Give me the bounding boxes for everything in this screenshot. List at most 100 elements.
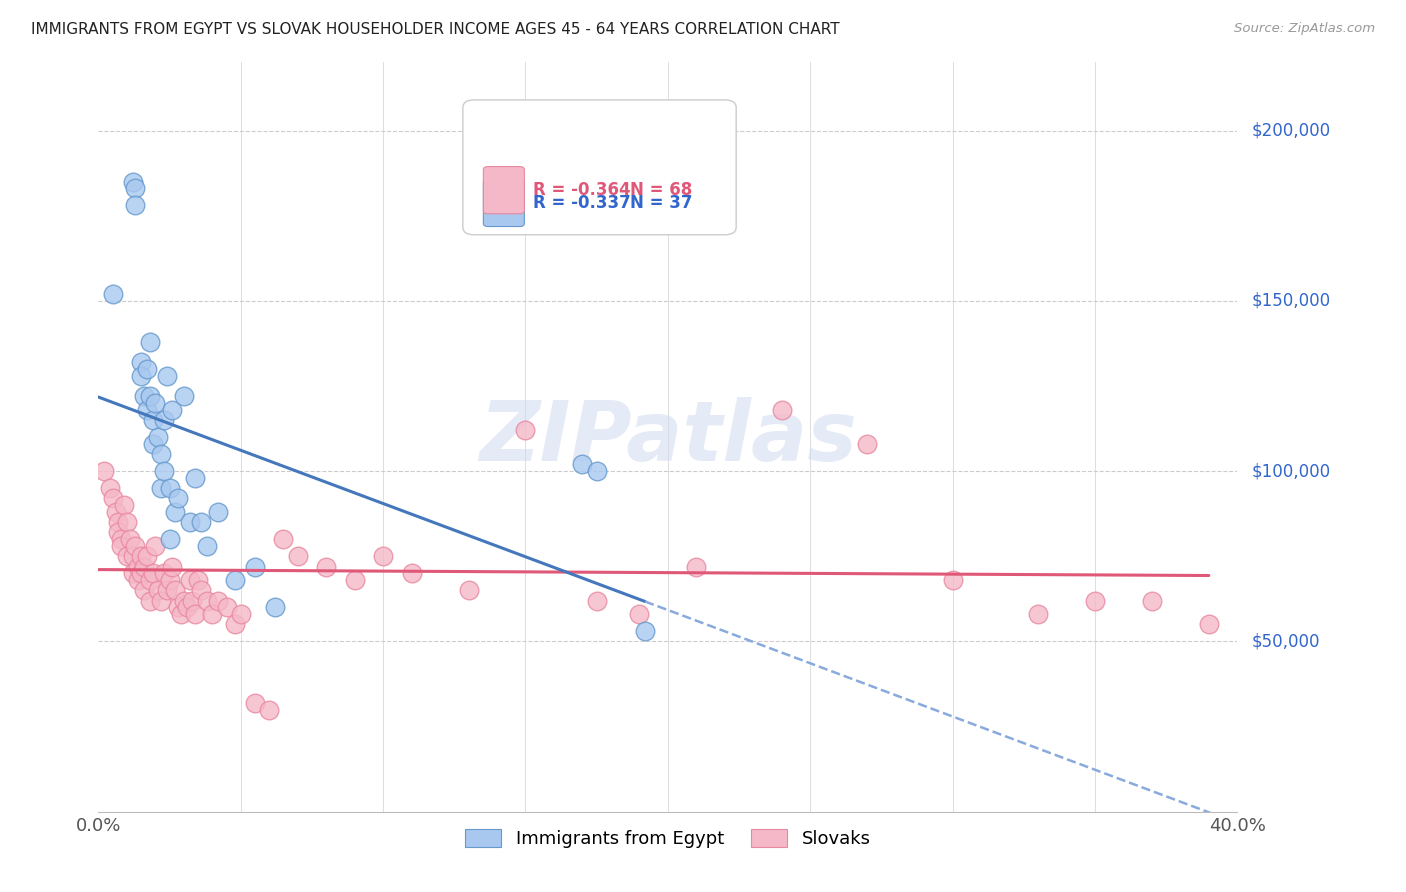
Point	[135, 549, 157, 564]
Point	[273, 533, 295, 547]
Point	[141, 413, 163, 427]
Point	[571, 458, 593, 472]
Point	[148, 430, 170, 444]
Point	[138, 389, 160, 403]
Point	[110, 533, 132, 547]
FancyBboxPatch shape	[484, 167, 524, 214]
Point	[179, 573, 201, 587]
Point	[173, 593, 195, 607]
Point	[243, 696, 266, 710]
Point	[127, 573, 149, 587]
FancyBboxPatch shape	[463, 100, 737, 235]
Point	[215, 600, 238, 615]
Point	[224, 617, 246, 632]
Point	[195, 593, 218, 607]
Point	[173, 389, 195, 403]
Point	[195, 539, 218, 553]
Point	[201, 607, 224, 622]
Point	[628, 607, 651, 622]
Point	[159, 481, 181, 495]
Point	[1140, 593, 1163, 607]
Point	[132, 583, 155, 598]
Text: ZIPatlas: ZIPatlas	[479, 397, 856, 477]
Point	[138, 334, 160, 349]
Point	[153, 464, 176, 478]
Point	[162, 559, 184, 574]
Point	[156, 583, 179, 598]
Point	[229, 607, 252, 622]
Point	[181, 593, 204, 607]
Point	[129, 368, 152, 383]
Point	[207, 593, 229, 607]
Point	[243, 559, 266, 574]
Point	[153, 566, 176, 581]
Point	[150, 447, 173, 461]
Point	[127, 559, 149, 574]
Point	[373, 549, 395, 564]
Text: $200,000: $200,000	[1251, 121, 1330, 139]
Point	[259, 702, 281, 716]
Point	[167, 600, 190, 615]
Point	[110, 539, 132, 553]
Point	[457, 583, 479, 598]
Point	[145, 396, 167, 410]
Point	[132, 389, 155, 403]
Point	[515, 423, 537, 437]
Point	[121, 566, 143, 581]
Text: $50,000: $50,000	[1251, 632, 1320, 650]
Point	[135, 362, 157, 376]
Point	[121, 549, 143, 564]
Point	[207, 505, 229, 519]
Text: IMMIGRANTS FROM EGYPT VS SLOVAK HOUSEHOLDER INCOME AGES 45 - 64 YEARS CORRELATIO: IMMIGRANTS FROM EGYPT VS SLOVAK HOUSEHOL…	[31, 22, 839, 37]
Point	[159, 533, 181, 547]
Point	[165, 505, 187, 519]
Text: N = 68: N = 68	[630, 181, 693, 199]
Text: R = -0.337: R = -0.337	[533, 194, 631, 212]
Point	[112, 498, 135, 512]
Point	[179, 515, 201, 529]
Point	[585, 593, 607, 607]
Point	[132, 559, 155, 574]
Point	[170, 607, 193, 622]
Point	[264, 600, 287, 615]
Point	[107, 525, 129, 540]
Point	[150, 481, 173, 495]
Point	[184, 607, 207, 622]
Point	[101, 287, 124, 301]
Point	[167, 491, 190, 506]
Point	[107, 515, 129, 529]
Legend: Immigrants from Egypt, Slovaks: Immigrants from Egypt, Slovaks	[458, 822, 877, 855]
Text: N = 37: N = 37	[630, 194, 693, 212]
Point	[634, 624, 657, 639]
Point	[104, 505, 127, 519]
Point	[165, 583, 187, 598]
Point	[124, 539, 146, 553]
Point	[162, 402, 184, 417]
Point	[150, 593, 173, 607]
Point	[184, 471, 207, 485]
Point	[115, 515, 138, 529]
Point	[770, 402, 793, 417]
Text: $150,000: $150,000	[1251, 292, 1330, 310]
Point	[153, 413, 176, 427]
Point	[129, 355, 152, 369]
Point	[401, 566, 423, 581]
Point	[98, 481, 121, 495]
Point	[585, 464, 607, 478]
Point	[190, 515, 212, 529]
Text: R = -0.364: R = -0.364	[533, 181, 631, 199]
Point	[93, 464, 115, 478]
Point	[118, 533, 141, 547]
Point	[942, 573, 965, 587]
Point	[1198, 617, 1220, 632]
Point	[148, 583, 170, 598]
Text: Source: ZipAtlas.com: Source: ZipAtlas.com	[1234, 22, 1375, 36]
Point	[138, 573, 160, 587]
Point	[190, 583, 212, 598]
Point	[685, 559, 707, 574]
Point	[138, 593, 160, 607]
Point	[343, 573, 366, 587]
Point	[1084, 593, 1107, 607]
Point	[159, 573, 181, 587]
Point	[287, 549, 309, 564]
